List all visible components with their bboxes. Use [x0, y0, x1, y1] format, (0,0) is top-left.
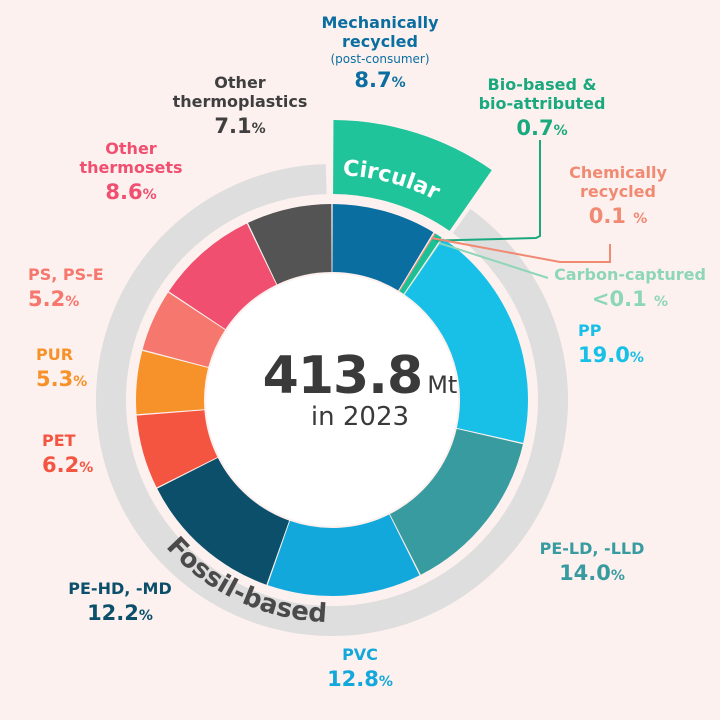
label-mechanically-recycled: Mechanically recycled (post-consumer) 8.… [321, 13, 439, 92]
segment-mechanically-recycled [332, 204, 434, 291]
total-year: in 2023 [310, 402, 410, 432]
segment-other-thermoplastics [248, 204, 332, 285]
label-chemically-recycled: Chemically recycled 0.1 % [569, 163, 667, 228]
label-pe-hd: PE-HD, -MD 12.2% [68, 579, 172, 625]
segment-bio-based-bio-attributed [399, 233, 442, 294]
label-ps: PS, PS-E 5.2% [28, 265, 104, 311]
donut-center [206, 274, 458, 526]
total-unit: Mt [427, 371, 458, 399]
segment-chemically-recycled [398, 232, 436, 292]
label-pp: PP 19.0% [578, 321, 644, 367]
label-carbon-captured: Carbon-captured <0.1 % [554, 265, 706, 311]
circular-wedge [333, 120, 492, 231]
label-pet: PET 6.2% [42, 431, 94, 477]
segment-pe-hd-md [157, 457, 290, 585]
total-value: 413.8 [262, 346, 423, 406]
segment-pur [136, 350, 209, 415]
leader-bio-based-bio-attributed [435, 140, 541, 242]
segment-pe-ld-lld [389, 428, 523, 575]
label-bio-based: Bio-based & bio-attributed 0.7% [478, 75, 606, 140]
leader-carbon-captured [438, 242, 549, 279]
segment-pvc [267, 514, 420, 596]
segment-carbon-captured [404, 238, 444, 295]
segment-other-thermosets [168, 223, 277, 330]
label-pvc: PVC 12.8% [327, 645, 393, 691]
label-other-thermosets: Other thermosets 8.6% [79, 139, 183, 204]
segment-pp [404, 238, 528, 443]
label-pur: PUR 5.3% [36, 345, 88, 391]
segment-pet [136, 410, 218, 488]
leader-chemically-recycled [431, 237, 611, 263]
label-other-thermoplastics: Other thermoplastics 7.1% [172, 73, 308, 138]
label-pe-ld: PE-LD, -LLD 14.0% [539, 539, 645, 585]
segment-ps-ps-e [142, 292, 225, 368]
center-total: 413.8 Mt in 2023 [220, 346, 500, 432]
